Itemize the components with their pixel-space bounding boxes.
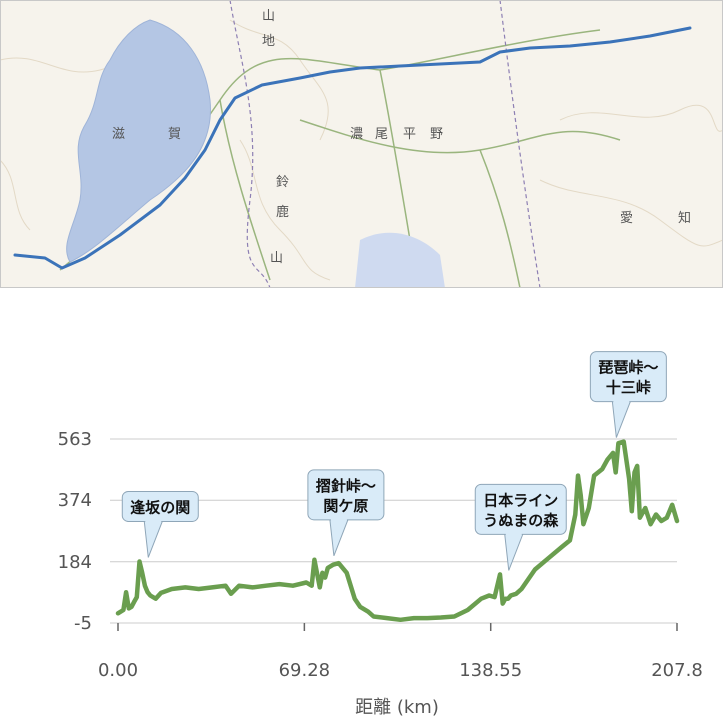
y-tick-label: -5	[74, 613, 92, 634]
x-axis-ticks: 0.00 69.28 138.55 207.8	[98, 623, 703, 681]
y-tick-label: 374	[58, 490, 92, 511]
callout: 琵琶峠～ 十三峠	[589, 351, 667, 438]
y-tick-label: 563	[58, 429, 92, 450]
region-labels: 滋 賀 濃 尾 平 野 愛 知 山 地 鈴 鹿 山	[112, 9, 691, 266]
callout-text: 日本ライン	[483, 491, 558, 509]
grid-lines	[110, 438, 677, 624]
map-label-shi: 滋	[112, 127, 125, 142]
map-label-hei: 平	[403, 127, 416, 142]
elevation-chart: -5 184 374 563 0.00 69.28 138.55 207.8 逢坂の関 摺針峠…	[58, 351, 703, 718]
map-label-ga: 賀	[168, 127, 181, 142]
map-label-chi: 知	[678, 210, 691, 226]
callout-text: 十三峠	[606, 379, 651, 397]
x-tick-label: 207.8	[651, 660, 703, 681]
callout-text: 関ケ原	[323, 497, 368, 515]
callout-text: 琵琶峠～	[598, 359, 658, 377]
callout-pointer	[504, 533, 524, 571]
map-label-yama-2: 山	[270, 251, 283, 266]
map-label-shika: 鹿	[276, 204, 289, 220]
map-label-no: 濃	[350, 127, 363, 142]
x-tick-label: 138.55	[459, 660, 522, 681]
callout-text: 摺針峠～	[316, 477, 376, 495]
callout-text: 逢坂の関	[130, 498, 190, 516]
route-line	[13, 26, 692, 270]
callout-pointer	[611, 401, 632, 438]
lake-biwa	[66, 19, 211, 263]
callout: 摺針峠～ 関ケ原	[307, 469, 385, 557]
series-layer	[115, 439, 680, 623]
x-axis-title: 距離 (km)	[355, 697, 439, 718]
x-tick-label: 69.28	[279, 660, 331, 681]
y-axis-ticks: -5 184 374 563	[58, 429, 92, 634]
map-label-bi: 尾	[375, 127, 388, 142]
map-label-ai: 愛	[620, 211, 633, 226]
y-tick-label: 184	[58, 552, 92, 573]
callout-pointer	[143, 520, 164, 558]
boundary-lines	[229, 0, 541, 288]
callout: 逢坂の関	[121, 490, 199, 558]
map-label-yama-1: 山	[262, 9, 275, 24]
elevation-line	[115, 439, 680, 623]
map-label-ya: 野	[430, 127, 443, 142]
route-map: 滋 賀 濃 尾 平 野 愛 知 山 地 鈴 鹿 山	[0, 0, 723, 288]
callout-text: うぬまの森	[483, 511, 559, 529]
map-label-suzu: 鈴	[276, 175, 289, 190]
ise-bay	[355, 232, 445, 288]
map-label-chi-2: 地	[262, 34, 275, 49]
x-tick-label: 0.00	[98, 660, 138, 681]
callout-pointer	[329, 519, 349, 557]
